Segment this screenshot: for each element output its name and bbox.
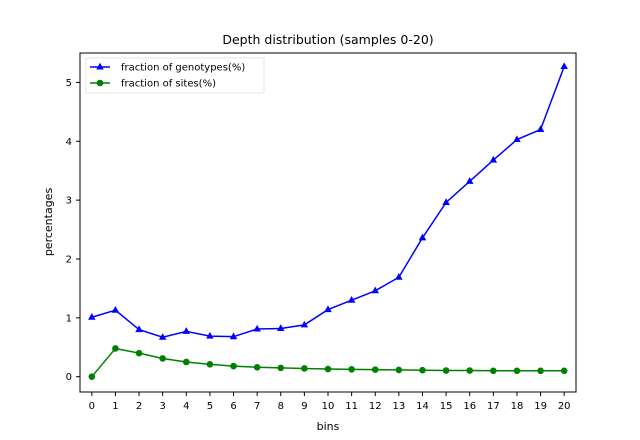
genotype-point	[158, 333, 167, 340]
genotype-point	[111, 305, 120, 313]
x-tick-label: 2	[136, 401, 142, 412]
y-tick-label: 2	[66, 254, 72, 265]
sites-point	[513, 367, 521, 375]
legend-label-1: fraction of sites(%)	[121, 79, 216, 90]
genotype-point	[395, 273, 403, 280]
x-tick-label: 19	[534, 401, 547, 412]
genotype-point	[442, 198, 450, 206]
chart-title: Depth distribution (samples 0-20)	[222, 32, 433, 47]
x-tick-label: 0	[89, 401, 95, 412]
genotype-point	[276, 324, 285, 331]
x-tick-label: 10	[322, 401, 335, 412]
sites-point	[419, 366, 426, 374]
y-tick-label: 4	[66, 137, 72, 148]
x-axis-title: bins	[317, 420, 340, 433]
sites-point	[230, 362, 237, 370]
x-tick-label: 12	[369, 401, 382, 412]
y-tick-label: 5	[66, 78, 72, 89]
x-tick-label: 14	[416, 401, 429, 412]
genotype-point	[536, 125, 545, 133]
y-tick-label: 0	[66, 372, 72, 383]
genotype-point	[418, 233, 427, 241]
legend: fraction of genotypes(%) fraction of site…	[85, 57, 265, 94]
sites-point	[490, 367, 497, 375]
sites-point	[371, 366, 379, 373]
sites-point	[206, 361, 214, 368]
sites-point	[442, 367, 450, 374]
x-tick-label: 1	[112, 401, 118, 412]
x-tick-label: 9	[301, 401, 307, 412]
sites-point	[537, 367, 544, 375]
y-axis-title: percentages	[42, 188, 55, 257]
genotype-point	[560, 62, 568, 70]
x-tick-label: 5	[207, 401, 213, 412]
x-tick-label: 3	[159, 401, 165, 412]
genotype-point	[88, 313, 96, 320]
sites-point	[88, 373, 96, 380]
x-tick-label: 15	[440, 401, 453, 412]
y-tick-label: 3	[66, 196, 72, 207]
x-tick-label: 18	[511, 401, 524, 412]
genotype-point	[253, 324, 261, 332]
sites-point	[395, 366, 403, 374]
x-tick-label: 13	[392, 401, 405, 412]
genotype-point	[206, 331, 214, 339]
sites-point	[253, 363, 261, 371]
x-tick-label: 8	[278, 401, 284, 412]
genotype-point	[300, 320, 309, 328]
genotype-point	[465, 177, 474, 184]
genotype-point	[513, 135, 521, 143]
sites-point	[159, 355, 166, 362]
y-tick-label: 1	[66, 313, 72, 324]
x-tick-label: 6	[230, 401, 236, 412]
x-tick-label: 4	[183, 401, 189, 412]
genotype-point	[135, 325, 143, 333]
x-tick-label: 16	[463, 401, 476, 412]
genotype-point	[347, 295, 356, 303]
sites-point	[466, 367, 474, 374]
sites-point	[182, 358, 190, 366]
sites-point	[112, 345, 119, 352]
x-tick-label: 20	[558, 401, 571, 412]
x-tick-label: 11	[345, 401, 358, 412]
legend-marker-1	[96, 79, 104, 87]
genotype-point	[324, 305, 332, 313]
genotype-point	[371, 286, 380, 294]
sites-point	[348, 366, 355, 373]
x-tick-label: 17	[487, 401, 500, 412]
sites-point	[135, 349, 143, 357]
genotype-point	[229, 332, 238, 340]
plot-frame	[79, 52, 577, 393]
x-tick-label: 7	[254, 401, 260, 412]
sites-point	[301, 365, 308, 372]
sites-point	[277, 364, 285, 372]
sites-point	[324, 365, 332, 373]
sites-point	[560, 367, 568, 375]
legend-box	[85, 57, 265, 94]
genotype-point	[489, 155, 498, 163]
legend-label-0: fraction of genotypes(%)	[121, 63, 245, 74]
genotype-point	[182, 327, 191, 334]
legend-marker-0	[96, 62, 104, 70]
